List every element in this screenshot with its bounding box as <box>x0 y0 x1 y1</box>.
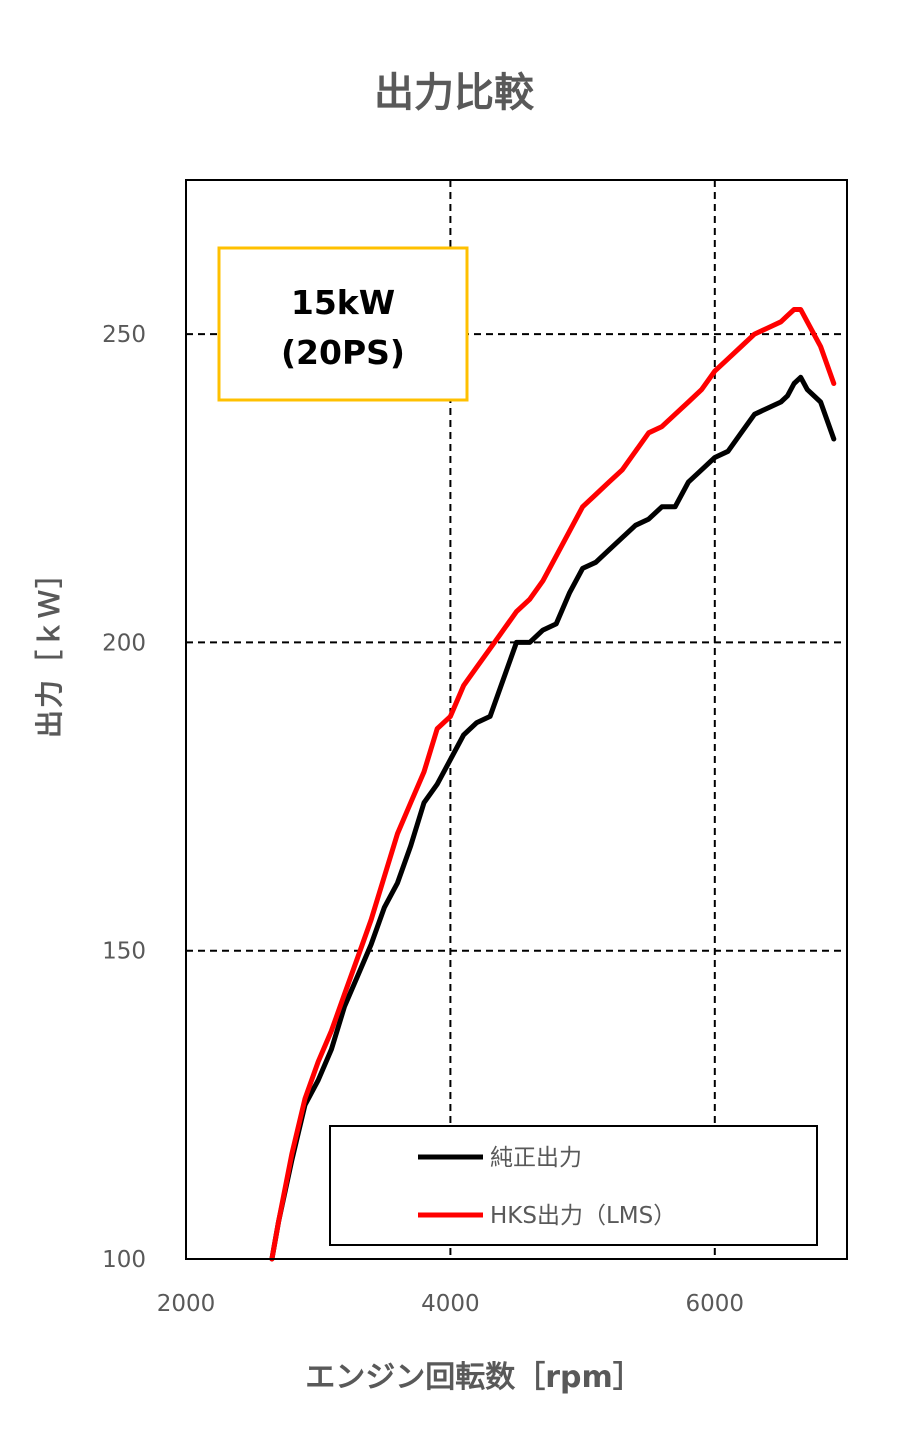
y-tick-label: 100 <box>102 1247 146 1273</box>
legend-label-stock: 純正出力 <box>490 1145 582 1171</box>
annotation-line-2: (20PS) <box>281 333 405 372</box>
y-tick-label: 150 <box>102 939 146 965</box>
x-tick-label: 4000 <box>421 1291 480 1317</box>
y-tick-label: 250 <box>102 322 146 348</box>
legend: 純正出力 HKS出力（LMS） <box>329 1125 818 1246</box>
series-line-hks <box>269 307 837 1262</box>
x-axis-label: エンジン回転数［rpm］ <box>305 1360 643 1395</box>
chart-title: 出力比較 <box>374 70 534 116</box>
annotation-line-1: 15kW <box>291 283 395 322</box>
annotation-box: 15kW (20PS) <box>217 246 469 402</box>
y-tick-label: 200 <box>102 630 146 656</box>
annotation-frame <box>217 246 469 402</box>
legend-label-hks: HKS出力（LMS） <box>490 1203 676 1229</box>
plot-area-frame <box>185 179 848 1260</box>
x-tick-label: 6000 <box>686 1291 745 1317</box>
axis-ticks: 2000 4000 6000 100 150 200 250 <box>102 322 744 1317</box>
x-tick-label: 2000 <box>157 1291 216 1317</box>
series-line-stock <box>269 374 837 1262</box>
series-lines <box>269 307 837 1262</box>
legend-frame <box>329 1125 818 1246</box>
